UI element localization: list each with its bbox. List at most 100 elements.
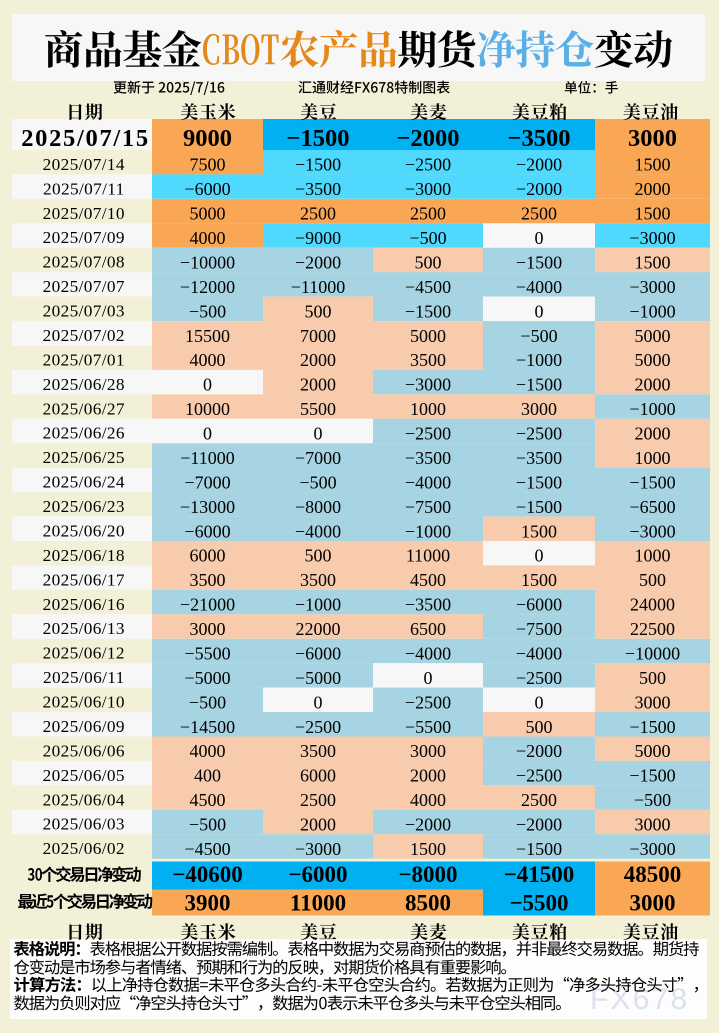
svg-text:−3000: −3000 bbox=[405, 375, 451, 395]
svg-text:2025/07/10: 2025/07/10 bbox=[43, 204, 125, 223]
svg-text:2025/06/13: 2025/06/13 bbox=[43, 619, 125, 638]
svg-text:3500: 3500 bbox=[300, 741, 336, 761]
svg-text:−14500: −14500 bbox=[180, 717, 235, 737]
svg-text:−1500: −1500 bbox=[516, 375, 562, 395]
svg-text:22000: 22000 bbox=[296, 619, 341, 639]
svg-text:−1000: −1000 bbox=[516, 350, 562, 370]
svg-text:0: 0 bbox=[314, 424, 323, 444]
svg-text:0: 0 bbox=[535, 228, 544, 248]
svg-text:−7000: −7000 bbox=[295, 448, 341, 468]
svg-text:2500: 2500 bbox=[521, 790, 557, 810]
svg-text:10000: 10000 bbox=[185, 399, 230, 419]
svg-text:−21000: −21000 bbox=[180, 595, 235, 615]
svg-text:−13000: −13000 bbox=[180, 497, 235, 517]
svg-text:22500: 22500 bbox=[630, 619, 675, 639]
svg-text:−5000: −5000 bbox=[184, 668, 230, 688]
svg-text:−2500: −2500 bbox=[405, 692, 451, 712]
svg-text:−1500: −1500 bbox=[629, 717, 675, 737]
svg-text:4000: 4000 bbox=[190, 228, 226, 248]
svg-text:2000: 2000 bbox=[300, 815, 336, 835]
svg-text:500: 500 bbox=[526, 717, 553, 737]
svg-text:−2000: −2000 bbox=[516, 179, 562, 199]
svg-text:2500: 2500 bbox=[300, 790, 336, 810]
svg-text:−8000: −8000 bbox=[398, 862, 457, 887]
svg-text:1500: 1500 bbox=[410, 839, 446, 859]
svg-text:0: 0 bbox=[535, 546, 544, 566]
svg-text:−10000: −10000 bbox=[625, 644, 680, 664]
svg-text:−8000: −8000 bbox=[295, 497, 341, 517]
svg-text:−1500: −1500 bbox=[516, 472, 562, 492]
svg-text:2025/07/08: 2025/07/08 bbox=[43, 253, 125, 272]
svg-text:2025/06/17: 2025/06/17 bbox=[43, 570, 125, 589]
svg-text:3000: 3000 bbox=[521, 399, 557, 419]
svg-text:6500: 6500 bbox=[410, 619, 446, 639]
svg-text:5500: 5500 bbox=[300, 399, 336, 419]
svg-text:−3500: −3500 bbox=[405, 448, 451, 468]
svg-text:−11000: −11000 bbox=[180, 448, 234, 468]
svg-text:−1000: −1000 bbox=[629, 301, 675, 321]
svg-text:3500: 3500 bbox=[190, 570, 226, 590]
svg-text:3000: 3000 bbox=[635, 692, 671, 712]
svg-text:2025/07/02: 2025/07/02 bbox=[43, 326, 125, 345]
svg-text:−6500: −6500 bbox=[629, 497, 675, 517]
svg-text:−500: −500 bbox=[189, 301, 226, 321]
svg-text:0: 0 bbox=[203, 424, 212, 444]
svg-text:−2000: −2000 bbox=[397, 125, 460, 152]
svg-text:0: 0 bbox=[535, 301, 544, 321]
svg-text:2025/06/28: 2025/06/28 bbox=[43, 375, 125, 394]
svg-text:24000: 24000 bbox=[630, 595, 675, 615]
svg-text:−12000: −12000 bbox=[180, 277, 235, 297]
svg-text:2500: 2500 bbox=[300, 204, 336, 224]
svg-text:−2500: −2500 bbox=[516, 668, 562, 688]
svg-text:−3500: −3500 bbox=[295, 179, 341, 199]
svg-text:6000: 6000 bbox=[300, 766, 336, 786]
svg-text:1500: 1500 bbox=[635, 204, 671, 224]
svg-text:−3500: −3500 bbox=[516, 448, 562, 468]
svg-text:−500: −500 bbox=[189, 692, 226, 712]
svg-text:3000: 3000 bbox=[410, 741, 446, 761]
svg-text:−1500: −1500 bbox=[516, 497, 562, 517]
svg-text:2025/07/09: 2025/07/09 bbox=[43, 228, 125, 247]
svg-text:−2000: −2000 bbox=[295, 253, 341, 273]
svg-text:5000: 5000 bbox=[635, 350, 671, 370]
svg-text:−6000: −6000 bbox=[516, 595, 562, 615]
svg-text:400: 400 bbox=[194, 766, 221, 786]
svg-text:2025/06/20: 2025/06/20 bbox=[43, 522, 125, 541]
svg-text:15500: 15500 bbox=[185, 326, 230, 346]
svg-text:−3000: −3000 bbox=[629, 839, 675, 859]
svg-text:−1500: −1500 bbox=[629, 472, 675, 492]
svg-text:−3000: −3000 bbox=[629, 228, 675, 248]
svg-text:2000: 2000 bbox=[300, 350, 336, 370]
svg-text:0: 0 bbox=[203, 375, 212, 395]
svg-text:−40600: −40600 bbox=[172, 862, 243, 887]
svg-text:48500: 48500 bbox=[624, 862, 682, 887]
svg-text:1000: 1000 bbox=[635, 448, 671, 468]
svg-text:2025/06/03: 2025/06/03 bbox=[43, 815, 125, 834]
svg-text:2500: 2500 bbox=[521, 204, 557, 224]
svg-text:−7000: −7000 bbox=[184, 472, 230, 492]
svg-text:−3500: −3500 bbox=[405, 595, 451, 615]
svg-text:−4000: −4000 bbox=[405, 472, 451, 492]
svg-text:3000: 3000 bbox=[635, 815, 671, 835]
svg-text:−4000: −4000 bbox=[516, 644, 562, 664]
svg-text:−4500: −4500 bbox=[184, 839, 230, 859]
svg-text:3000: 3000 bbox=[190, 619, 226, 639]
svg-text:2025/06/11: 2025/06/11 bbox=[43, 668, 125, 687]
svg-text:4000: 4000 bbox=[190, 741, 226, 761]
svg-text:−1500: −1500 bbox=[405, 301, 451, 321]
svg-text:500: 500 bbox=[305, 546, 332, 566]
svg-text:−6000: −6000 bbox=[184, 521, 230, 541]
svg-text:7500: 7500 bbox=[190, 155, 226, 175]
svg-text:2025/06/04: 2025/06/04 bbox=[43, 790, 125, 809]
svg-text:5000: 5000 bbox=[190, 204, 226, 224]
svg-text:−500: −500 bbox=[520, 326, 557, 346]
svg-text:3900: 3900 bbox=[185, 891, 231, 916]
svg-text:−3000: −3000 bbox=[629, 277, 675, 297]
svg-text:2025/07/14: 2025/07/14 bbox=[43, 155, 125, 174]
svg-text:−1000: −1000 bbox=[629, 399, 675, 419]
svg-text:2025/06/24: 2025/06/24 bbox=[43, 473, 125, 492]
svg-text:3500: 3500 bbox=[300, 570, 336, 590]
svg-text:−2500: −2500 bbox=[516, 766, 562, 786]
svg-text:500: 500 bbox=[639, 668, 666, 688]
svg-text:2025/06/10: 2025/06/10 bbox=[43, 693, 125, 712]
